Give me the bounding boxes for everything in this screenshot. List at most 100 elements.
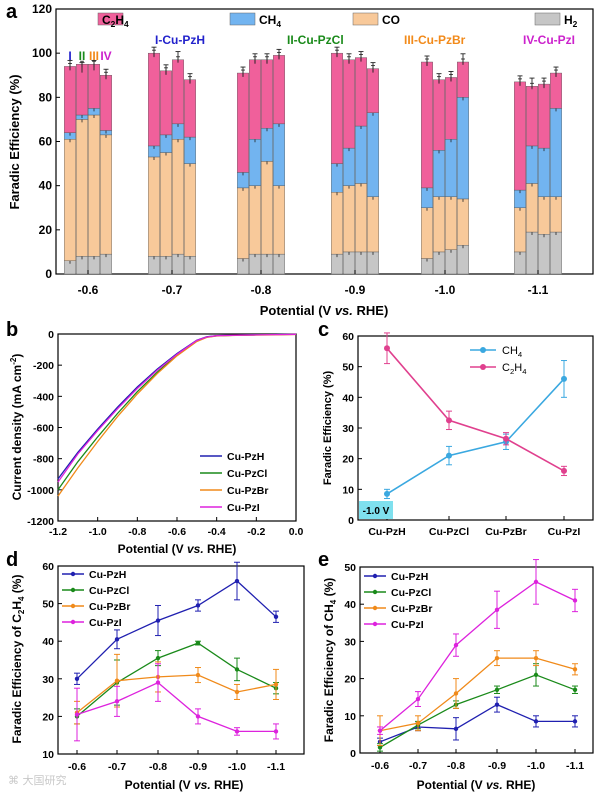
panel-a-bar-segment-CO: [421, 207, 433, 259]
panel-a-bar-segment-CH4: [184, 136, 196, 164]
panel-d-point-Cu-PzBr: [114, 678, 120, 683]
panel-a-y-axis: 0 20 40 60 80 100 120: [32, 2, 60, 281]
panel-e-point-Cu-PzCl: [494, 687, 500, 692]
panel-b-y-tick-label: 0: [48, 329, 54, 341]
panel-d-point-Cu-PzI: [114, 699, 120, 704]
panel-c-x-tick-label: Cu-PzCl: [429, 526, 469, 538]
panel-a-bar-segment-C2H4: [550, 72, 562, 109]
panel-a-bar-segment-CH4: [273, 123, 285, 186]
panel-a-bar-segment-CO: [367, 196, 379, 253]
panel-a-y-tick-label: 20: [39, 223, 53, 237]
panel-e-point-Cu-PzI: [453, 642, 459, 648]
panel-d-y-tick-label: 40: [42, 636, 54, 648]
panel-a-y-tick-label: 120: [32, 2, 52, 16]
panel-d-line-Cu-PzBr: [76, 674, 277, 714]
panel-a-bar-segment-C2H4: [343, 59, 355, 149]
panel-a-bar-segment-CO: [184, 163, 196, 257]
panel-a-bar-segment-H2: [445, 249, 457, 275]
panel-a-bar-segment-CH4: [445, 139, 457, 197]
panel-e-point-Cu-PzCl: [572, 687, 578, 692]
panel-c-plot-frame: [357, 335, 594, 521]
panel-a-bar-segment-CH4: [355, 125, 367, 184]
panel-e-point-Cu-PzH: [572, 719, 578, 724]
panel-a-x-tick-label: -0.7: [162, 283, 183, 297]
panel-d-point-Cu-PzI: [234, 729, 240, 734]
panel-a-bar-segment-H2: [367, 251, 379, 275]
panel-a-bar-segment-CO: [273, 185, 285, 255]
panel-d-point-Cu-PzH: [234, 578, 240, 584]
panel-a-bar-segment-CH4: [550, 108, 562, 197]
panel-a-legend-swatch-CH4: [229, 12, 256, 26]
panel-e-point-Cu-PzH: [533, 719, 539, 724]
panel-e-point-Cu-PzCl: [377, 745, 383, 750]
panel-d-point-Cu-PzCl: [155, 655, 161, 661]
panel-c-y-tick-label: 20: [342, 454, 354, 466]
panel-d-legend: Cu-PzH Cu-PzCl Cu-PzBr Cu-PzI: [62, 569, 130, 629]
panel-c-legend-marker: [480, 364, 486, 370]
panel-d-point-Cu-PzH: [155, 618, 161, 623]
panel-d-legend-label: Cu-PzH: [89, 569, 126, 581]
panel-b-x-tick-label: -0.8: [128, 526, 146, 538]
panel-b-y-tick-label: -200: [33, 360, 54, 372]
panel-e: e 0 10 20 30 40 50 -0.6 -0.7 -0.8 -0.9 -1.0 -1.1 Cu…: [318, 549, 594, 792]
panel-a-y-axis-label: Faradic Efficiency (%): [7, 74, 22, 209]
panel-b-x-tick-label: -0.4: [208, 526, 226, 538]
panel-a-legend: C2H4 CH4 CO H2: [97, 12, 578, 29]
panel-a-bar-segment-CO: [261, 161, 273, 255]
panel-e-legend-marker: [372, 573, 378, 579]
panel-d-legend-marker: [70, 571, 76, 577]
panel-b-y-tick-label: -400: [33, 391, 54, 403]
panel-c-line-C2H4: [386, 347, 565, 472]
panel-e-point-Cu-PzI: [533, 579, 539, 585]
panel-c-line-CH4: [386, 378, 565, 495]
panel-a-bar-segment-CO: [514, 207, 526, 253]
panel-c-x-tick-label: Cu-PzBr: [485, 526, 526, 538]
panel-a-catalyst-label: III-Cu-PzBr: [404, 33, 466, 47]
panel-e-x-tick-label: -0.7: [409, 760, 427, 772]
panel-d-x-tick-label: -0.7: [108, 761, 126, 773]
panel-a-plot-frame: [55, 8, 594, 275]
panel-e-y-tick-label: 50: [344, 562, 356, 574]
panel-a-bar-segment-CO: [76, 119, 88, 257]
panel-e-lines: [377, 559, 578, 752]
panel-e-point-Cu-PzBr: [572, 667, 578, 672]
panel-a-legend-label-CH4: CH4: [259, 13, 281, 29]
panel-b-x-axis-label: Potential (V vs. RHE): [118, 542, 237, 556]
panel-c-legend-label: CH4: [502, 345, 523, 359]
panel-d-point-Cu-PzI: [195, 714, 201, 719]
panel-d-x-tick-label: -0.6: [68, 761, 86, 773]
panel-a-bar-segment-CH4: [457, 97, 469, 200]
panel-a-x-tick-label: -0.8: [251, 283, 272, 297]
panel-d-legend-label: Cu-PzCl: [89, 585, 129, 597]
panel-a-bar-segment-CH4: [261, 128, 273, 162]
panel-c-annotation-box: [359, 501, 393, 519]
panel-a-bar-segment-CO: [457, 198, 469, 246]
panel-a-bar-segment-CO: [445, 196, 457, 250]
panel-a-y-tick-label: 100: [32, 46, 52, 60]
panel-b-legend-label: Cu-PzI: [227, 502, 260, 514]
panel-c-point-CH4: [561, 375, 567, 382]
panel-b-legend-label: Cu-PzCl: [227, 468, 267, 480]
panel-e-y-tick-label: 40: [344, 599, 356, 611]
panel-d-x-tick-label: -1.0: [228, 761, 246, 773]
watermark: ⌘ 大国研究: [8, 774, 67, 787]
panel-b-legend-label: Cu-PzH: [227, 451, 264, 463]
panel-a-bar-segment-CO: [550, 196, 562, 233]
panel-d-point-Cu-PzH: [74, 676, 80, 681]
panel-a-bar-segment-H2: [550, 231, 562, 275]
panel-d-point-Cu-PzH: [195, 603, 201, 608]
panel-d-x-tick-label: -0.8: [149, 761, 167, 773]
panel-c-annotation-text: -1.0 V: [363, 506, 390, 517]
panel-c-x-tick-label: Cu-PzH: [368, 526, 405, 538]
panel-a: a 0 20 40 60 80 100 120 -0.6 -0.7 -0.8 -0.9 -1.0 -1…: [6, 1, 594, 318]
panel-e-line-Cu-PzI: [379, 581, 576, 732]
panel-d-line-Cu-PzCl: [76, 642, 277, 717]
panel-e-point-Cu-PzCl: [533, 672, 539, 678]
panel-a-bar-segment-CO: [64, 139, 76, 261]
panel-a-y-tick-label: 60: [39, 135, 53, 149]
panel-d-plot-frame: [57, 565, 305, 755]
panel-e-axes: 0 10 20 30 40 50 -0.6 -0.7 -0.8 -0.9 -1.0 -1.1: [344, 562, 584, 772]
panel-d-point-Cu-PzH: [273, 614, 279, 619]
panel-b-y-tick-label: -1200: [27, 516, 54, 528]
panel-a-legend-label-C2H4: C2H4: [102, 13, 129, 29]
